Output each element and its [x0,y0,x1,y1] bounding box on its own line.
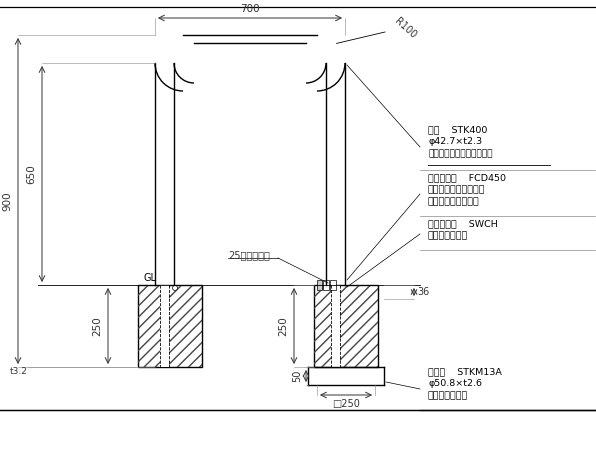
Bar [314,285,378,367]
Text: 36: 36 [417,287,429,297]
Text: 700: 700 [240,4,260,14]
Text: φ42.7×t2.3: φ42.7×t2.3 [428,137,482,146]
Text: GL: GL [143,273,156,283]
Text: 250: 250 [92,316,102,336]
Bar [330,280,336,290]
Text: ユニクロメッキ: ユニクロメッキ [428,231,468,240]
Bar [317,280,322,290]
Text: ダクロタイズド処理後: ダクロタイズド処理後 [428,185,486,194]
Text: 50: 50 [292,370,302,382]
Bar [138,285,202,367]
Text: シルバー色焼付塩装: シルバー色焼付塩装 [428,197,480,206]
Bar [323,280,329,290]
Bar [138,285,202,367]
Text: 900: 900 [2,191,12,211]
Text: 650: 650 [26,164,36,184]
Text: 支柱    STK400: 支柱 STK400 [428,125,488,134]
Text: 溶融亜邉メッキ: 溶融亜邉メッキ [428,391,468,400]
Bar [160,285,169,367]
Text: t3.2: t3.2 [10,368,28,376]
Bar [314,285,378,367]
Text: 25ミリ南京鉲: 25ミリ南京鉲 [228,250,270,260]
Text: □250: □250 [332,399,360,409]
Circle shape [172,285,178,290]
Text: φ50.8×t2.6: φ50.8×t2.6 [428,379,482,388]
Text: 250: 250 [278,316,288,336]
Text: カギボルト    SWCH: カギボルト SWCH [428,219,498,228]
Text: ケースフタ    FCD450: ケースフタ FCD450 [428,173,506,182]
Text: ケース    STKM13A: ケース STKM13A [428,367,502,376]
Text: 溶融亜邉メッキ後焼付塩装: 溶融亜邉メッキ後焼付塩装 [428,149,492,158]
Bar [331,285,340,367]
Text: R100: R100 [393,16,418,40]
